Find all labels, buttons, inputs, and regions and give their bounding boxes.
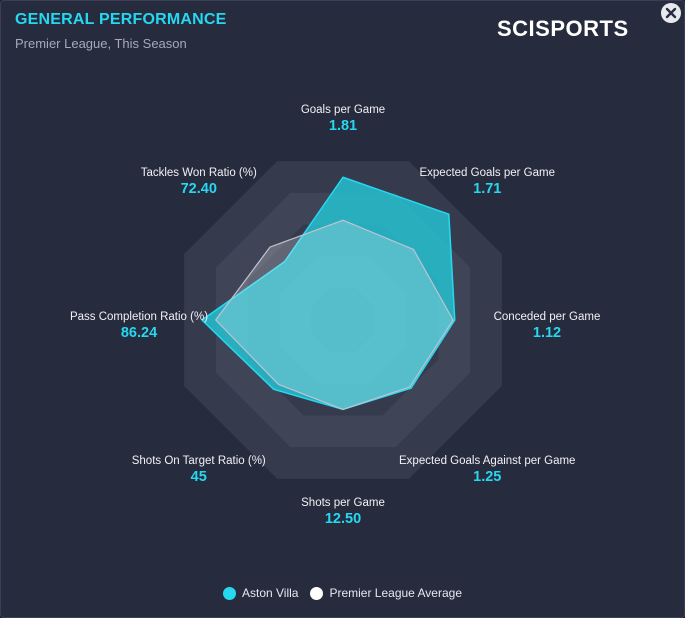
axis-value: 12.50	[325, 511, 361, 527]
brand-logo: SCISPORTS	[497, 16, 629, 41]
close-icon	[665, 7, 677, 19]
legend-item-average[interactable]: Premier League Average	[310, 586, 462, 600]
axis-label: Goals per Game	[301, 104, 385, 116]
axis-value: 1.71	[473, 181, 501, 197]
panel-title: GENERAL PERFORMANCE	[15, 11, 227, 28]
legend-label-team: Aston Villa	[241, 586, 299, 600]
axis-label: Expected Goals per Game	[419, 167, 555, 179]
legend-label-average: Premier League Average	[329, 586, 463, 600]
axis-label: Expected Goals Against per Game	[399, 455, 575, 467]
axis-value: 1.81	[329, 118, 357, 134]
chart-legend: Aston Villa Premier League Average	[1, 586, 684, 600]
circle-icon	[222, 586, 236, 600]
axis-value: 1.25	[473, 469, 501, 485]
axis-value: 72.40	[181, 181, 217, 197]
legend-item-team[interactable]: Aston Villa	[222, 586, 299, 600]
axis-value: 45	[191, 469, 207, 485]
axis-label: Shots On Target Ratio (%)	[132, 455, 266, 467]
axis-label: Shots per Game	[301, 497, 385, 509]
radar-chart: Goals per Game 1.81 Expected Goals per Gam…	[70, 104, 601, 527]
series-polygon-average	[215, 219, 454, 411]
axis-label: Conceded per Game	[494, 311, 601, 323]
panel-subtitle: Premier League, This Season	[15, 36, 187, 51]
axis-label: Pass Completion Ratio (%)	[70, 311, 208, 323]
circle-icon	[310, 586, 324, 600]
axis-label: Tackles Won Ratio (%)	[141, 167, 257, 179]
axis-value: 1.12	[533, 325, 561, 341]
axis-value: 86.24	[121, 325, 157, 341]
close-button[interactable]	[661, 3, 681, 23]
